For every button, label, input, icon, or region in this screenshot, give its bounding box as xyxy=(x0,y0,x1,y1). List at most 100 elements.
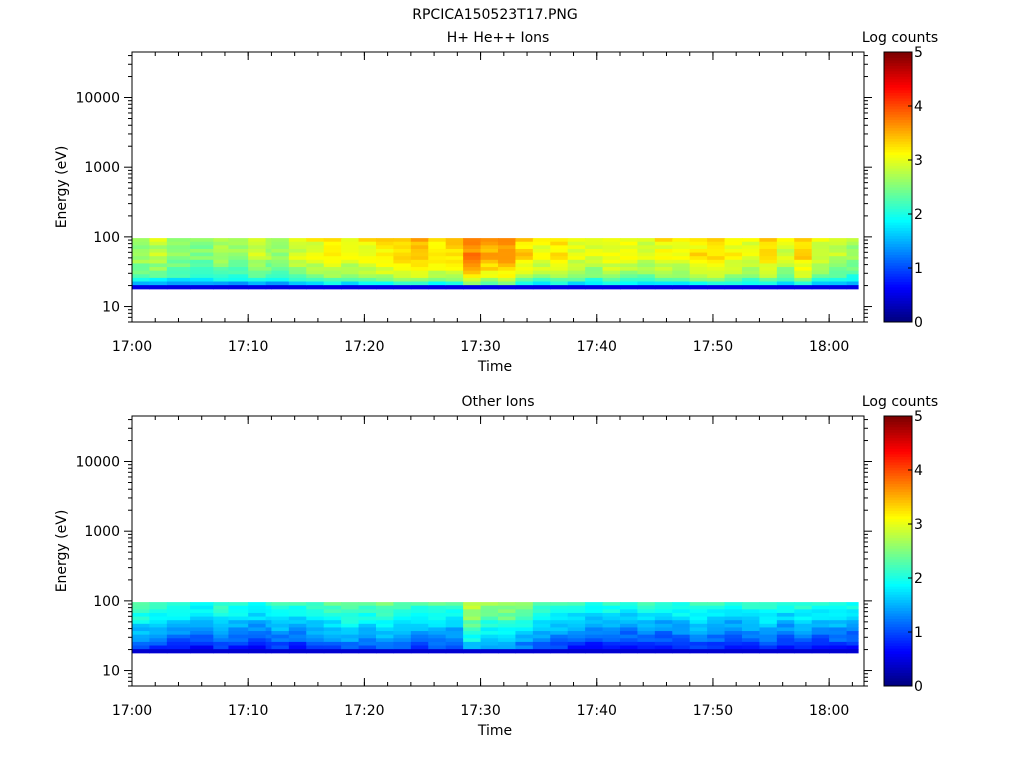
heatmap-cell xyxy=(759,238,778,243)
heatmap-cell xyxy=(689,285,708,290)
heatmap-cell xyxy=(829,620,848,625)
heatmap-cell xyxy=(759,634,778,639)
heatmap-cell xyxy=(742,256,761,261)
x-tick-label: 17:00 xyxy=(112,339,152,355)
heatmap-cell xyxy=(532,270,551,275)
heatmap-cell xyxy=(759,267,778,272)
heatmap-cell xyxy=(213,641,230,647)
colorbar-step xyxy=(884,521,912,525)
heatmap-cell xyxy=(567,612,586,618)
colorbar-step xyxy=(884,130,912,134)
heatmap-cell xyxy=(689,620,708,625)
heatmap-cell xyxy=(166,649,191,654)
heatmap-cell xyxy=(742,274,761,279)
figure-title: RPCICA150523T17.PNG xyxy=(412,7,577,23)
heatmap-cell xyxy=(567,649,586,654)
colorbar-frame xyxy=(883,51,913,323)
heatmap-cell xyxy=(213,259,230,265)
heatmap-cell xyxy=(288,274,307,279)
colorbar-step xyxy=(884,426,912,430)
heatmap-cell xyxy=(393,245,412,250)
colorbar-tick-label: 2 xyxy=(914,207,923,223)
heatmap-cell xyxy=(341,638,360,643)
heatmap-cell xyxy=(585,238,604,243)
heatmap-cell xyxy=(742,241,761,246)
heatmap-cell xyxy=(166,605,191,610)
heatmap-cell xyxy=(602,245,621,250)
heatmap-cell xyxy=(515,627,534,632)
heatmap-cell xyxy=(707,281,726,286)
colorbar-step xyxy=(884,615,912,619)
heatmap-cell xyxy=(410,623,429,629)
y-axis-label: Energy (eV) xyxy=(54,146,70,229)
heatmap-cell xyxy=(585,645,604,650)
heatmap-cell xyxy=(550,281,569,286)
heatmap-cell xyxy=(515,612,534,618)
heatmap-cell xyxy=(689,238,708,243)
heatmap-cell xyxy=(228,245,249,250)
heatmap-cell xyxy=(480,641,499,647)
heatmap-cell xyxy=(515,620,534,625)
heatmap-cell xyxy=(132,259,151,265)
colorbar-step xyxy=(884,195,912,199)
heatmap-cell xyxy=(445,245,464,250)
heatmap-cell xyxy=(742,609,761,614)
heatmap-cell xyxy=(724,256,743,261)
heatmap-cell xyxy=(132,612,151,618)
heatmap-cell xyxy=(323,602,342,607)
colorbar-step xyxy=(884,529,912,533)
heatmap-cell xyxy=(271,616,290,621)
heatmap-cell xyxy=(445,270,464,275)
heatmap-cell xyxy=(132,238,151,243)
heatmap-cell xyxy=(550,267,569,272)
heatmap-cell xyxy=(149,274,168,279)
colorbar-step xyxy=(884,540,912,544)
heatmap-cell xyxy=(265,274,273,279)
heatmap-cell xyxy=(228,259,249,265)
heatmap-cell xyxy=(846,631,859,636)
heatmap-cell xyxy=(228,241,249,246)
heatmap-cell xyxy=(190,252,214,257)
heatmap-cell xyxy=(532,612,551,618)
y-tick-label: 1000 xyxy=(84,160,120,176)
colorbar-step xyxy=(884,289,912,293)
heatmap-cell xyxy=(306,281,325,286)
heatmap-cell xyxy=(480,638,499,643)
heatmap-cell xyxy=(532,605,551,610)
heatmap-cell xyxy=(376,238,395,243)
colorbar-step xyxy=(884,507,912,511)
heatmap-cell xyxy=(323,241,342,246)
heatmap-cell xyxy=(829,270,848,275)
colorbar-step xyxy=(884,149,912,153)
heatmap-cell xyxy=(323,620,342,625)
heatmap-cell xyxy=(620,274,639,279)
heatmap-cell xyxy=(498,612,517,618)
heatmap-cell xyxy=(654,270,673,275)
heatmap-cell xyxy=(376,609,395,614)
colorbar-step xyxy=(884,262,912,266)
heatmap-cell xyxy=(410,277,429,283)
heatmap-cell xyxy=(759,612,778,618)
heatmap-cell xyxy=(776,267,795,272)
heatmap-cell xyxy=(829,612,848,618)
colorbar-tick-label: 2 xyxy=(914,571,923,587)
heatmap-cell xyxy=(498,627,517,632)
colorbar-step xyxy=(884,580,912,584)
heatmap-cell xyxy=(759,281,778,286)
heatmap-cell xyxy=(323,274,342,279)
heatmap-cell xyxy=(132,649,151,654)
heatmap-cell xyxy=(358,609,377,614)
heatmap-cell xyxy=(794,259,813,265)
heatmap-cell xyxy=(602,645,621,650)
heatmap-cell xyxy=(166,620,191,625)
heatmap-cell xyxy=(166,285,191,290)
heatmap-cell xyxy=(794,649,813,654)
heatmap-cell xyxy=(248,645,267,650)
heatmap-cell xyxy=(672,602,691,607)
heatmap-cell xyxy=(445,274,464,279)
heatmap-cell xyxy=(567,252,586,257)
heatmap-cell xyxy=(846,645,859,650)
heatmap-cell xyxy=(323,609,342,614)
heatmap-cell xyxy=(428,252,447,257)
heatmap-cell xyxy=(654,649,673,654)
